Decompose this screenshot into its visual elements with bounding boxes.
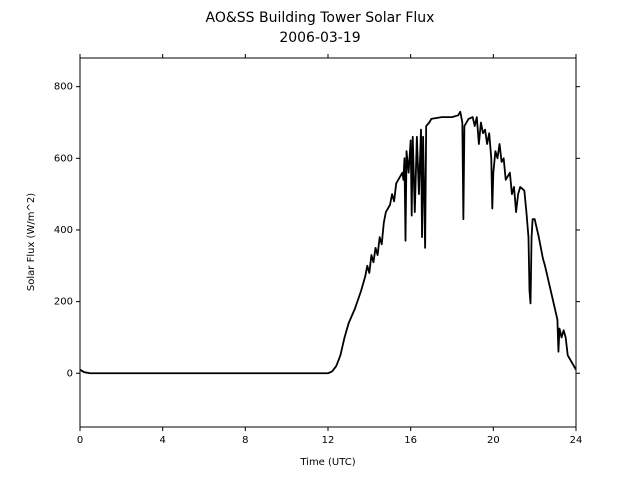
y-tick-label: 400 — [54, 225, 73, 236]
data-line — [79, 110, 577, 375]
y-tick-label: 800 — [54, 82, 73, 93]
x-tick-label: 8 — [242, 435, 248, 446]
x-tick-label: 0 — [77, 435, 83, 446]
y-tick-label: 0 — [67, 368, 73, 379]
x-tick-label: 16 — [404, 435, 417, 446]
y-tick-label: 200 — [54, 297, 73, 308]
x-axis-label: Time (UTC) — [299, 457, 355, 468]
x-tick-label: 12 — [322, 435, 335, 446]
y-tick-label: 600 — [54, 153, 73, 164]
y-axis-label: Solar Flux (W/m^2) — [26, 193, 37, 291]
chart-title: AO&SS Building Tower Solar Flux — [206, 10, 435, 26]
x-tick-label: 4 — [159, 435, 165, 446]
chart-subtitle: 2006-03-19 — [279, 30, 360, 46]
plot-frame — [79, 57, 577, 428]
x-tick-label: 24 — [570, 435, 583, 446]
x-tick-label: 20 — [487, 435, 500, 446]
